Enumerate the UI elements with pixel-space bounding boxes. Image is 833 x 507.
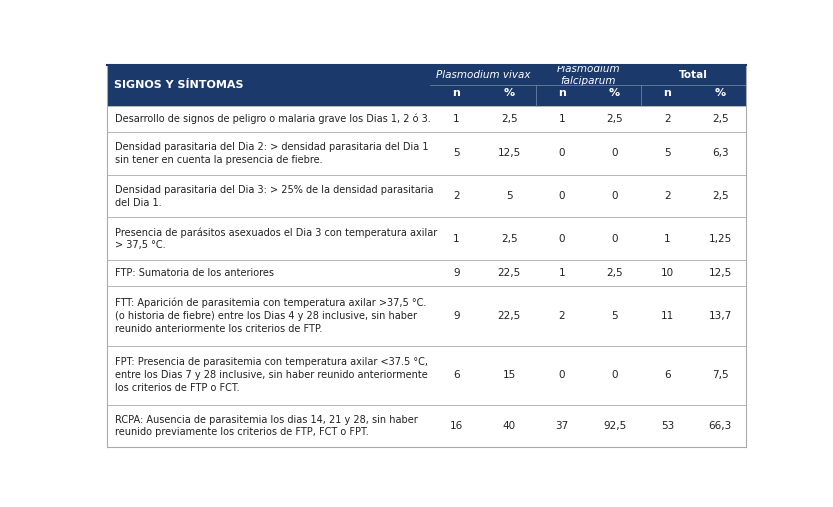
Text: 2,5: 2,5 bbox=[501, 114, 517, 124]
Text: 5: 5 bbox=[611, 311, 618, 321]
Text: 2,5: 2,5 bbox=[606, 268, 623, 278]
Text: SIGNOS Y SÍNTOMAS: SIGNOS Y SÍNTOMAS bbox=[114, 80, 243, 90]
Text: 2,5: 2,5 bbox=[606, 114, 623, 124]
Text: 5: 5 bbox=[506, 191, 512, 201]
Bar bbox=[107, 346, 746, 405]
Text: 6: 6 bbox=[453, 370, 460, 380]
Text: 6: 6 bbox=[664, 370, 671, 380]
Text: 11: 11 bbox=[661, 311, 674, 321]
Text: 22,5: 22,5 bbox=[497, 268, 521, 278]
Text: %: % bbox=[609, 89, 621, 98]
Bar bbox=[107, 405, 746, 447]
Text: Densidad parasitaria del Dia 2: > densidad parasitaria del Dia 1
sin tener en cu: Densidad parasitaria del Dia 2: > densid… bbox=[115, 142, 429, 165]
Text: 15: 15 bbox=[502, 370, 516, 380]
Text: 1: 1 bbox=[453, 234, 460, 244]
Text: 2: 2 bbox=[559, 311, 566, 321]
Text: 2,5: 2,5 bbox=[711, 191, 728, 201]
Text: n: n bbox=[452, 89, 461, 98]
Text: 9: 9 bbox=[453, 268, 460, 278]
Text: 2,5: 2,5 bbox=[501, 234, 517, 244]
Text: 0: 0 bbox=[611, 234, 618, 244]
Text: Plasmodium vivax: Plasmodium vivax bbox=[436, 70, 530, 81]
Text: 0: 0 bbox=[611, 191, 618, 201]
Text: 22,5: 22,5 bbox=[497, 311, 521, 321]
Text: Desarrollo de signos de peligro o malaria grave los Dias 1, 2 ó 3.: Desarrollo de signos de peligro o malari… bbox=[115, 114, 431, 124]
Text: 5: 5 bbox=[453, 149, 460, 158]
Text: 10: 10 bbox=[661, 268, 674, 278]
Text: n: n bbox=[558, 89, 566, 98]
Bar bbox=[107, 132, 746, 175]
Text: %: % bbox=[715, 89, 726, 98]
Text: 6,3: 6,3 bbox=[711, 149, 728, 158]
Text: 0: 0 bbox=[611, 149, 618, 158]
Bar bbox=[107, 175, 746, 218]
Text: RCPA: Ausencia de parasitemia los dias 14, 21 y 28, sin haber
reunido previament: RCPA: Ausencia de parasitemia los dias 1… bbox=[115, 415, 418, 438]
Text: 92,5: 92,5 bbox=[603, 421, 626, 431]
Text: 2: 2 bbox=[664, 191, 671, 201]
Bar bbox=[107, 260, 746, 286]
Text: 5: 5 bbox=[664, 149, 671, 158]
Text: 0: 0 bbox=[559, 191, 565, 201]
Text: 53: 53 bbox=[661, 421, 674, 431]
Text: n: n bbox=[663, 89, 671, 98]
Text: FTP: Sumatoria de los anteriores: FTP: Sumatoria de los anteriores bbox=[115, 268, 274, 278]
Text: 16: 16 bbox=[450, 421, 463, 431]
Text: 2: 2 bbox=[664, 114, 671, 124]
Text: Presencia de parásitos asexuados el Dia 3 con temperatura axilar
> 37,5 °C.: Presencia de parásitos asexuados el Dia … bbox=[115, 227, 437, 250]
Text: 0: 0 bbox=[611, 370, 618, 380]
Text: 1: 1 bbox=[559, 268, 566, 278]
Text: 40: 40 bbox=[502, 421, 516, 431]
Text: 1: 1 bbox=[664, 234, 671, 244]
Bar bbox=[107, 106, 746, 132]
Text: 0: 0 bbox=[559, 370, 565, 380]
Text: FTT: Aparición de parasitemia con temperatura axilar >37,5 °C.
(o historia de fi: FTT: Aparición de parasitemia con temper… bbox=[115, 298, 426, 334]
Text: 66,3: 66,3 bbox=[709, 421, 731, 431]
Text: 1: 1 bbox=[453, 114, 460, 124]
Bar bbox=[107, 65, 746, 106]
Bar bbox=[107, 218, 746, 260]
Text: 37: 37 bbox=[556, 421, 569, 431]
Text: 0: 0 bbox=[559, 149, 565, 158]
Bar bbox=[107, 286, 746, 346]
Text: Densidad parasitaria del Dia 3: > 25% de la densidad parasitaria
del Dia 1.: Densidad parasitaria del Dia 3: > 25% de… bbox=[115, 185, 434, 207]
Text: 0: 0 bbox=[559, 234, 565, 244]
Text: 1: 1 bbox=[559, 114, 566, 124]
Text: 7,5: 7,5 bbox=[711, 370, 728, 380]
Text: 2: 2 bbox=[453, 191, 460, 201]
Text: Total: Total bbox=[679, 70, 708, 81]
Text: 13,7: 13,7 bbox=[709, 311, 731, 321]
Text: FPT: Presencia de parasitemia con temperatura axilar <37.5 °C,
entre los Dias 7 : FPT: Presencia de parasitemia con temper… bbox=[115, 357, 428, 393]
Text: 1,25: 1,25 bbox=[709, 234, 731, 244]
Text: %: % bbox=[504, 89, 515, 98]
Text: 9: 9 bbox=[453, 311, 460, 321]
Text: 12,5: 12,5 bbox=[497, 149, 521, 158]
Text: 12,5: 12,5 bbox=[709, 268, 731, 278]
Text: 2,5: 2,5 bbox=[711, 114, 728, 124]
Text: Plasmodium
falciparum: Plasmodium falciparum bbox=[556, 64, 620, 86]
